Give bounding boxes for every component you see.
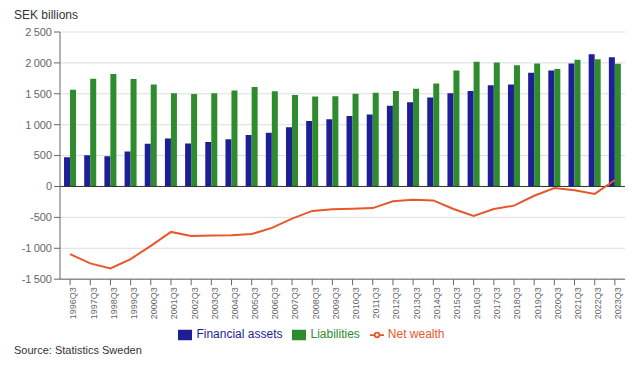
html-text:Source: Statistics Sweden: Source: Statistics Sweden	[14, 344, 142, 356]
svg-text:-500: -500	[30, 211, 52, 223]
svg-text:2023Q3: 2023Q3	[613, 287, 623, 319]
html-text:Liabilities: Liabilities	[310, 327, 360, 342]
svg-text:2019Q3: 2019Q3	[533, 287, 543, 319]
svg-text:2002Q3: 2002Q3	[190, 287, 200, 319]
svg-text:1996Q3: 1996Q3	[68, 287, 78, 319]
svg-text:-1 000: -1 000	[22, 242, 52, 254]
svg-text:1 000: 1 000	[25, 119, 52, 131]
svg-text:2011Q3: 2011Q3	[371, 287, 381, 318]
svg-text:2022Q3: 2022Q3	[593, 287, 603, 319]
svg-text:2009Q3: 2009Q3	[331, 287, 341, 319]
svg-text:2000Q3: 2000Q3	[149, 287, 159, 319]
svg-text:2017Q3: 2017Q3	[492, 287, 502, 319]
svg-text:2021Q3: 2021Q3	[573, 287, 583, 319]
svg-text:2005Q3: 2005Q3	[250, 287, 260, 319]
svg-text:2008Q3: 2008Q3	[311, 287, 321, 319]
svg-text:2004Q3: 2004Q3	[230, 287, 240, 319]
svg-text:2016Q3: 2016Q3	[472, 287, 482, 319]
svg-text:2018Q3: 2018Q3	[512, 287, 522, 319]
svg-text:-1 500: -1 500	[22, 273, 52, 285]
svg-text:2020Q3: 2020Q3	[553, 287, 563, 319]
svg-text:1998Q3: 1998Q3	[109, 287, 119, 319]
svg-text:2013Q3: 2013Q3	[412, 287, 422, 319]
svg-text:2006Q3: 2006Q3	[270, 287, 280, 319]
svg-text:2 000: 2 000	[25, 57, 52, 69]
svg-text:1999Q3: 1999Q3	[129, 287, 139, 319]
svg-text:2001Q3: 2001Q3	[169, 287, 179, 319]
html-text:SEK billions: SEK billions	[14, 8, 78, 22]
svg-text:2 500: 2 500	[25, 26, 52, 38]
svg-text:2014Q3: 2014Q3	[432, 287, 442, 319]
html-text:Net wealth: Net wealth	[387, 327, 445, 342]
svg-text:2012Q3: 2012Q3	[391, 287, 401, 319]
svg-text:500: 500	[34, 149, 52, 161]
svg-text:1997Q3: 1997Q3	[89, 287, 99, 319]
svg-text:2010Q3: 2010Q3	[351, 287, 361, 319]
svg-text:2015Q3: 2015Q3	[452, 287, 462, 319]
svg-text:0: 0	[46, 180, 52, 192]
svg-text:1 500: 1 500	[25, 88, 52, 100]
svg-text:2007Q3: 2007Q3	[290, 287, 300, 319]
svg-text:2003Q3: 2003Q3	[210, 287, 220, 319]
html-text:Financial assets: Financial assets	[196, 327, 283, 342]
